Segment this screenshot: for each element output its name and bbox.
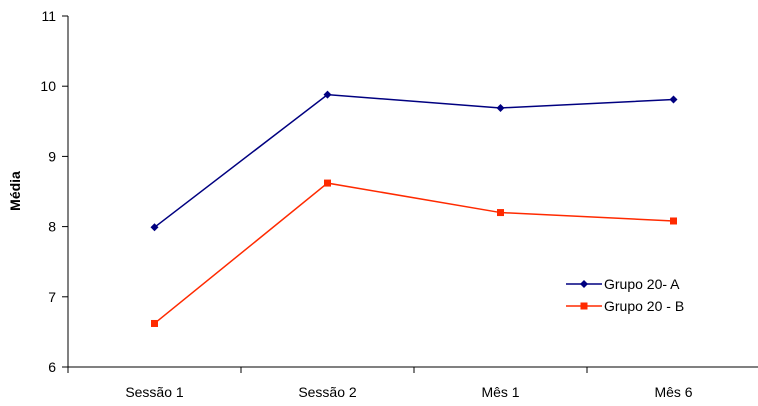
- legend-marker: [581, 303, 588, 310]
- y-tick-label: 11: [41, 8, 56, 24]
- data-point: [497, 104, 505, 112]
- series-b: [151, 180, 677, 327]
- y-tick-label: 9: [48, 148, 56, 164]
- legend-marker: [580, 280, 588, 288]
- x-tick-label: Mês 6: [654, 384, 692, 400]
- y-tick-label: 6: [48, 359, 56, 375]
- y-tick-label: 7: [48, 289, 56, 305]
- x-tick-label: Sessão 2: [298, 384, 357, 400]
- y-ticks: 6 7 8 9 10 11: [40, 8, 68, 375]
- y-axis-title: Média: [7, 171, 23, 211]
- series-line: [155, 183, 674, 323]
- data-point: [151, 320, 158, 327]
- x-tick-label: Sessão 1: [125, 384, 184, 400]
- legend-label: Grupo 20- A: [604, 276, 680, 292]
- y-tick-label: 10: [40, 78, 56, 94]
- data-point: [670, 96, 678, 104]
- legend: Grupo 20- A Grupo 20 - B: [566, 276, 684, 314]
- legend-label: Grupo 20 - B: [604, 298, 684, 314]
- data-point: [324, 180, 331, 187]
- y-tick-label: 8: [48, 219, 56, 235]
- data-point: [670, 217, 677, 224]
- legend-item: Grupo 20- A: [566, 276, 680, 292]
- x-tick-label: Mês 1: [481, 384, 519, 400]
- series-layer: [151, 91, 678, 327]
- legend-item: Grupo 20 - B: [566, 298, 684, 314]
- x-ticks: Sessão 1 Sessão 2 Mês 1 Mês 6: [68, 367, 693, 400]
- axes: [68, 16, 758, 367]
- data-point: [497, 209, 504, 216]
- series-a: [151, 91, 678, 232]
- series-line: [155, 95, 674, 228]
